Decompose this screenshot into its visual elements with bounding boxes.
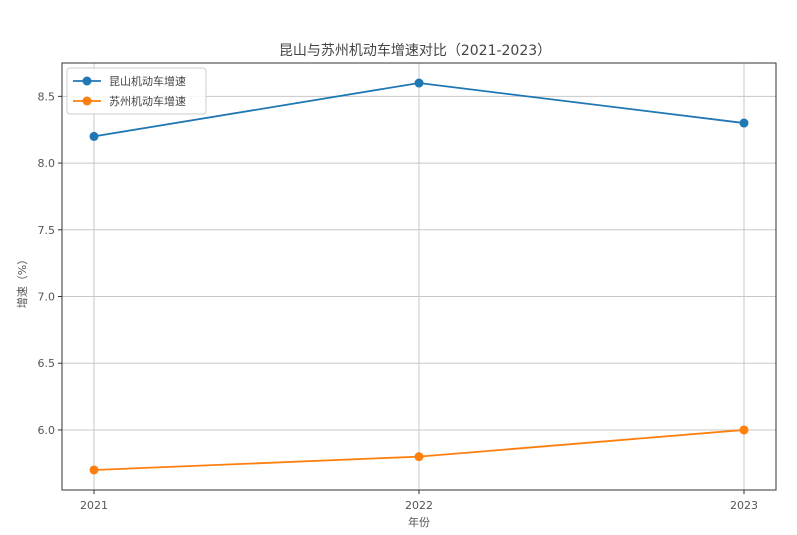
x-tick-label: 2021: [80, 499, 108, 512]
x-axis-label: 年份: [408, 515, 430, 529]
legend-marker: [82, 76, 92, 86]
y-tick-label: 7.0: [38, 291, 56, 304]
plot-frame: [61, 62, 777, 491]
y-tick-label: 8.5: [38, 90, 56, 103]
y-axis-label: 增速（%）: [15, 254, 29, 308]
grid: [62, 63, 776, 490]
data-point: [739, 118, 749, 128]
ticks: 6.0 6.5 7.0 7.5 8.0 8.5 2021 2022 2023: [38, 90, 759, 512]
y-tick-label: 7.5: [38, 224, 56, 237]
chart-title: 昆山与苏州机动车增速对比（2021-2023）: [279, 42, 551, 59]
series-layer: [89, 78, 749, 475]
y-tick-label: 8.0: [38, 157, 56, 170]
y-tick-label: 6.5: [38, 357, 56, 370]
legend-marker: [82, 96, 92, 106]
y-tick-label: 6.0: [38, 424, 56, 437]
x-tick-label: 2023: [730, 499, 758, 512]
data-point: [89, 465, 99, 475]
data-point: [89, 131, 99, 141]
data-point: [414, 452, 424, 462]
legend-label: 昆山机动车增速: [109, 74, 186, 88]
legend-frame: [66, 67, 207, 115]
x-tick-label: 2022: [405, 499, 433, 512]
data-point: [414, 78, 424, 88]
legend-label: 苏州机动车增速: [109, 94, 186, 108]
data-point: [739, 425, 749, 435]
